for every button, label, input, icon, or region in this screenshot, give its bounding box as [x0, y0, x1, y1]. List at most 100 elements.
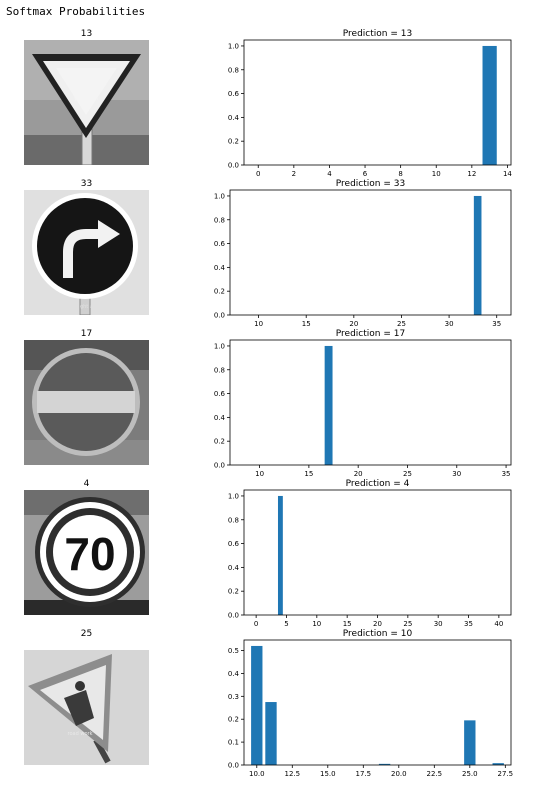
x-tick-label: 25	[403, 620, 412, 628]
y-tick-label: 0.1	[228, 739, 239, 747]
x-tick-label: 25	[397, 320, 406, 328]
y-tick-label: 1.0	[228, 42, 239, 50]
x-tick-label: 17.5	[356, 770, 372, 778]
bar	[492, 763, 504, 765]
sign-content-1: yield sign	[74, 96, 98, 102]
axes-frame	[229, 339, 512, 466]
y-tick-label: 1.0	[228, 492, 239, 500]
traffic-sign-image-2: turn right ahead	[24, 190, 149, 315]
traffic-sign-image-5: road work	[24, 640, 149, 765]
y-tick-label: 0.2	[228, 588, 239, 596]
image-title-4: 4	[83, 479, 90, 489]
x-tick-label: 30	[434, 620, 443, 628]
x-tick-label: 15	[302, 320, 311, 328]
x-tick-label: 15	[304, 470, 313, 478]
y-tick-label: 0.2	[214, 438, 225, 446]
y-tick-label: 0.0	[214, 462, 225, 470]
chart-title: Prediction = 17	[336, 329, 405, 339]
y-tick-label: 0.3	[228, 693, 239, 701]
y-tick-label: 0.2	[214, 288, 225, 296]
image-title-3: 17	[80, 329, 93, 339]
y-tick-label: 0.6	[228, 540, 240, 548]
x-tick-label: 35	[464, 620, 473, 628]
x-tick-label: 27.5	[498, 770, 514, 778]
y-tick-label: 0.8	[228, 516, 239, 524]
x-tick-label: 20.0	[391, 770, 407, 778]
x-tick-label: 12.5	[284, 770, 300, 778]
y-tick-label: 0.4	[214, 414, 226, 422]
sign-content-4: 70	[64, 528, 115, 580]
x-tick-label: 0	[256, 170, 260, 178]
chart-title: Prediction = 13	[343, 29, 412, 39]
x-tick-label: 10.0	[249, 770, 265, 778]
x-tick-label: 4	[327, 170, 332, 178]
x-tick-label: 12	[467, 170, 476, 178]
y-tick-label: 0.6	[214, 390, 226, 398]
x-tick-label: 0	[254, 620, 258, 628]
x-tick-label: 30	[452, 470, 461, 478]
x-tick-label: 30	[445, 320, 454, 328]
traffic-sign-image-1: yield sign	[24, 40, 149, 165]
axes-frame	[229, 189, 512, 316]
y-tick-label: 0.2	[228, 138, 239, 146]
x-tick-label: 10	[312, 620, 321, 628]
traffic-sign-image-4: 70	[24, 490, 149, 615]
sign-content-3: no entry	[75, 402, 96, 408]
sign-content-2: turn right ahead	[65, 304, 106, 310]
traffic-sign-image-3: no entry	[24, 340, 149, 465]
y-tick-label: 0.6	[228, 90, 240, 98]
y-tick-label: 0.4	[228, 670, 240, 678]
y-tick-label: 0.6	[214, 240, 226, 248]
bar	[464, 720, 476, 765]
x-tick-label: 20	[373, 620, 382, 628]
x-tick-label: 14	[503, 170, 512, 178]
x-tick-label: 15	[343, 620, 352, 628]
bar	[482, 45, 497, 166]
y-tick-label: 0.2	[228, 716, 239, 724]
x-tick-label: 25	[403, 470, 412, 478]
x-tick-label: 6	[363, 170, 368, 178]
y-tick-label: 0.8	[214, 216, 225, 224]
x-tick-label: 40	[494, 620, 503, 628]
y-tick-label: 0.8	[214, 366, 225, 374]
y-tick-label: 0.4	[228, 564, 240, 572]
x-tick-label: 15.0	[320, 770, 336, 778]
y-tick-label: 1.0	[214, 192, 225, 200]
image-title-5: 25	[80, 629, 93, 639]
x-tick-label: 35	[492, 320, 501, 328]
x-tick-label: 35	[502, 470, 511, 478]
bar	[324, 345, 333, 465]
axes-frame	[243, 639, 512, 766]
x-tick-label: 20	[354, 470, 363, 478]
y-tick-label: 0.4	[228, 114, 240, 122]
image-title-1: 13	[80, 29, 93, 39]
x-tick-label: 10	[432, 170, 441, 178]
y-tick-label: 0.4	[214, 264, 226, 272]
chart-title: Prediction = 10	[343, 629, 413, 639]
chart-title: Prediction = 4	[346, 479, 410, 489]
bar	[265, 702, 277, 765]
y-tick-label: 1.0	[214, 342, 225, 350]
y-tick-label: 0.5	[228, 647, 239, 655]
x-tick-label: 22.5	[427, 770, 443, 778]
bar	[251, 645, 263, 765]
x-tick-label: 8	[398, 170, 402, 178]
bar	[277, 495, 283, 615]
x-tick-label: 2	[292, 170, 296, 178]
bar	[378, 763, 391, 765]
bar	[473, 195, 482, 315]
x-tick-label: 25.0	[462, 770, 478, 778]
x-tick-label: 5	[284, 620, 288, 628]
image-title-2: 33	[80, 179, 93, 189]
y-tick-label: 0.8	[228, 66, 239, 74]
x-tick-label: 10	[254, 320, 263, 328]
y-tick-label: 0.0	[228, 612, 239, 620]
x-tick-label: 20	[349, 320, 358, 328]
y-tick-label: 0.0	[214, 312, 225, 320]
axes-frame	[243, 39, 512, 166]
